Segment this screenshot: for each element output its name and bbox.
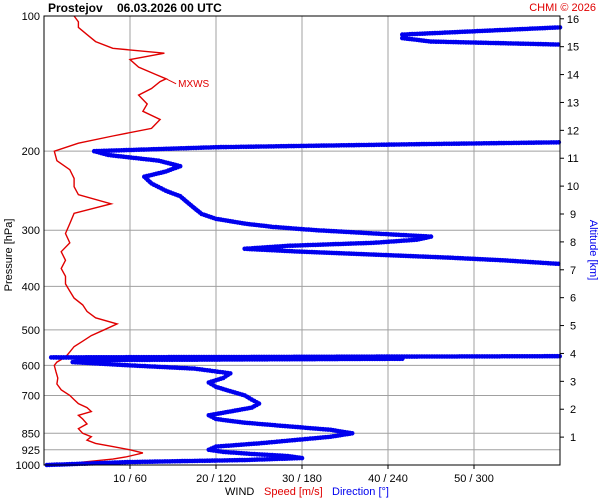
x-axis-prefix: WIND: [225, 486, 254, 498]
x-axis-direction-label: Direction [°]: [332, 486, 389, 498]
altitude-tick-9: 9: [570, 209, 576, 221]
speed-line: [53, 15, 168, 466]
y2-axis-title: Altitude [km]: [587, 220, 599, 281]
direction-series: [44, 25, 563, 468]
direction-point: [400, 35, 405, 41]
pressure-tick-400: 400: [22, 281, 40, 293]
altitude-tick-2: 2: [570, 404, 576, 416]
wind-tick-3: 30 / 180: [282, 473, 322, 485]
pressure-tick-100: 100: [22, 11, 40, 23]
altitude-tick-7: 7: [570, 265, 576, 277]
grid-lines: [44, 15, 560, 466]
pressure-tick-200: 200: [22, 146, 40, 158]
altitude-tick-3: 3: [570, 376, 576, 388]
wind-tick-4: 40 / 240: [368, 473, 408, 485]
chart-datetime: 06.03.2026 00 UTC: [117, 1, 222, 15]
pressure-tick-500: 500: [22, 325, 40, 337]
plot-frame: [43, 15, 561, 466]
altitude-tick-15: 15: [567, 42, 579, 54]
pressure-tick-850: 850: [22, 428, 40, 440]
altitude-tick-16: 16: [567, 14, 579, 26]
altitude-tick-10: 10: [567, 181, 579, 193]
pressure-tick-600: 600: [22, 360, 40, 372]
altitude-tick-14: 14: [567, 70, 579, 82]
pressure-tick-300: 300: [22, 225, 40, 237]
chart-station: Prostejov: [48, 1, 103, 15]
chart-credit: CHMI © 2026: [529, 2, 596, 14]
speed-series: MXWS: [53, 15, 210, 466]
altitude-tick-1: 1: [570, 432, 576, 444]
mxws-label: MXWS: [178, 79, 209, 90]
altitude-tick-5: 5: [570, 321, 576, 333]
pressure-tick-700: 700: [22, 390, 40, 402]
y-axis-title: Pressure [hPa]: [3, 219, 15, 292]
wind-tick-1: 10 / 60: [113, 473, 147, 485]
wind-tick-5: 50 / 300: [454, 473, 494, 485]
altitude-tick-4: 4: [570, 348, 576, 360]
x-axis-speed-label: Speed [m/s]: [264, 486, 323, 498]
altitude-tick-8: 8: [570, 237, 576, 249]
altitude-tick-11: 11: [567, 153, 578, 165]
altitude-tick-12: 12: [567, 125, 579, 137]
pressure-tick-925: 925: [22, 445, 40, 457]
altitude-tick-6: 6: [570, 293, 576, 305]
mxws-pointer: [165, 78, 177, 85]
altitude-tick-13: 13: [567, 97, 579, 109]
wind-tick-2: 20 / 120: [196, 473, 236, 485]
pressure-tick-1000: 1000: [16, 460, 40, 472]
